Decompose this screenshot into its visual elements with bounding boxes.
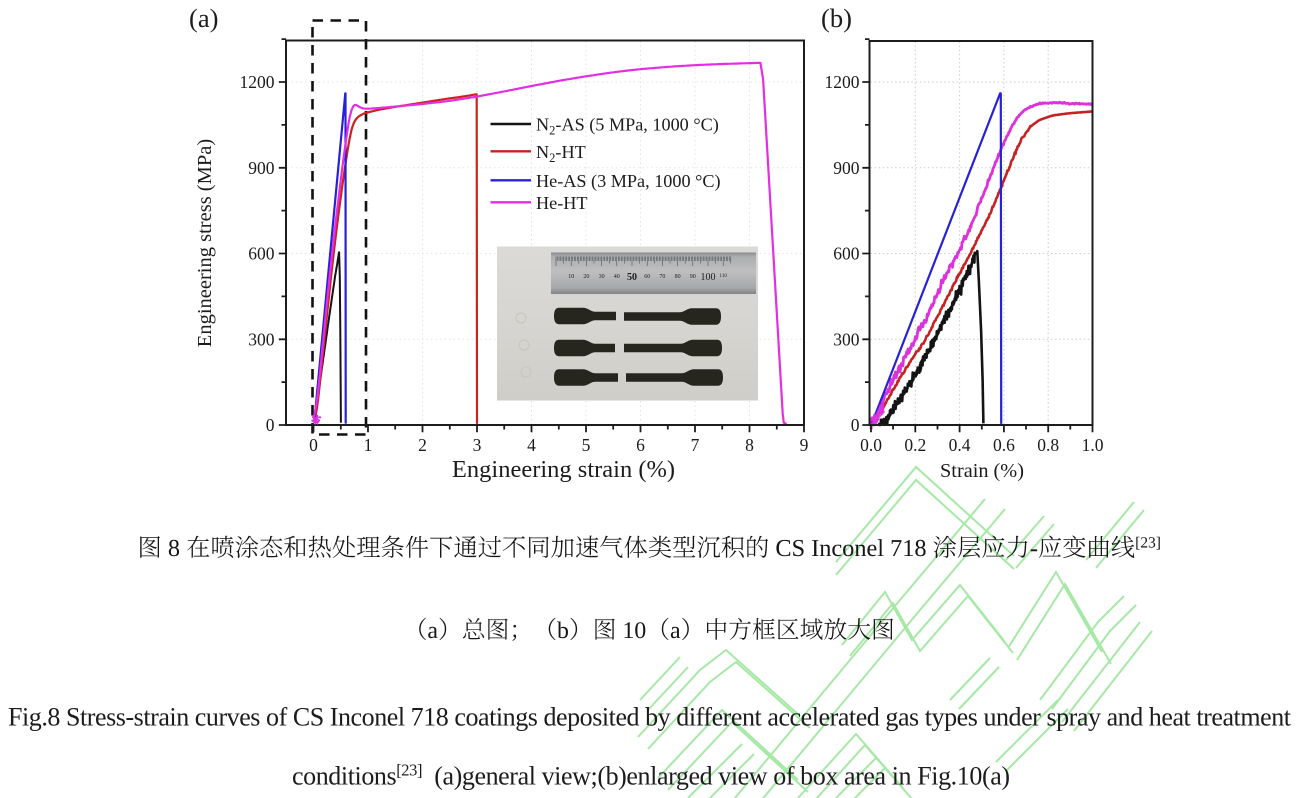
svg-text:600: 600: [833, 244, 860, 264]
svg-text:100: 100: [701, 272, 716, 283]
svg-text:0.8: 0.8: [1037, 435, 1059, 455]
svg-text:Fig.8 Stress-strain curves of: Fig.8 Stress-strain curves of CS Inconel…: [8, 703, 1292, 732]
svg-text:9: 9: [800, 435, 809, 455]
svg-text:70: 70: [659, 274, 665, 280]
svg-text:He-HT: He-HT: [536, 193, 588, 213]
svg-text:0.0: 0.0: [860, 435, 882, 455]
svg-text:0: 0: [266, 415, 275, 435]
svg-text:Strain (%): Strain (%): [940, 460, 1024, 482]
svg-text:50: 50: [627, 272, 637, 283]
svg-text:900: 900: [833, 158, 860, 178]
svg-text:4: 4: [527, 435, 536, 455]
svg-text:30: 30: [599, 274, 605, 280]
svg-text:N2-HT: N2-HT: [536, 142, 586, 165]
svg-text:0: 0: [851, 415, 860, 435]
svg-text:Engineering strain (%): Engineering strain (%): [452, 456, 675, 483]
svg-text:(b): (b): [821, 3, 852, 33]
svg-text:600: 600: [248, 244, 275, 264]
svg-text:8: 8: [745, 435, 754, 455]
svg-text:900: 900: [248, 158, 275, 178]
svg-text:1: 1: [364, 435, 373, 455]
svg-text:0.6: 0.6: [993, 435, 1015, 455]
svg-text:5: 5: [582, 435, 591, 455]
svg-text:N2-AS (5 MPa, 1000 °C): N2-AS (5 MPa, 1000 °C): [536, 115, 719, 138]
svg-text:7: 7: [691, 435, 700, 455]
svg-text:1200: 1200: [240, 72, 275, 92]
svg-text:He-AS (3 MPa, 1000 °C): He-AS (3 MPa, 1000 °C): [536, 171, 721, 192]
svg-text:0.2: 0.2: [904, 435, 926, 455]
svg-text:1200: 1200: [825, 72, 860, 92]
svg-text:40: 40: [614, 274, 620, 280]
svg-text:60: 60: [644, 274, 650, 280]
svg-text:20: 20: [583, 274, 589, 280]
svg-text:300: 300: [248, 329, 275, 349]
svg-text:Engineering stress (MPa): Engineering stress (MPa): [194, 139, 216, 347]
svg-text:0: 0: [309, 435, 318, 455]
svg-text:90: 90: [690, 274, 696, 280]
svg-text:10: 10: [568, 274, 574, 280]
svg-text:(a): (a): [189, 3, 218, 33]
svg-text:6: 6: [636, 435, 645, 455]
svg-text:2: 2: [418, 435, 427, 455]
svg-text:110: 110: [720, 274, 728, 279]
svg-text:80: 80: [675, 274, 681, 280]
svg-text:3: 3: [473, 435, 482, 455]
svg-text:0.4: 0.4: [949, 435, 971, 455]
svg-text:300: 300: [833, 329, 860, 349]
svg-text:1.0: 1.0: [1082, 435, 1104, 455]
